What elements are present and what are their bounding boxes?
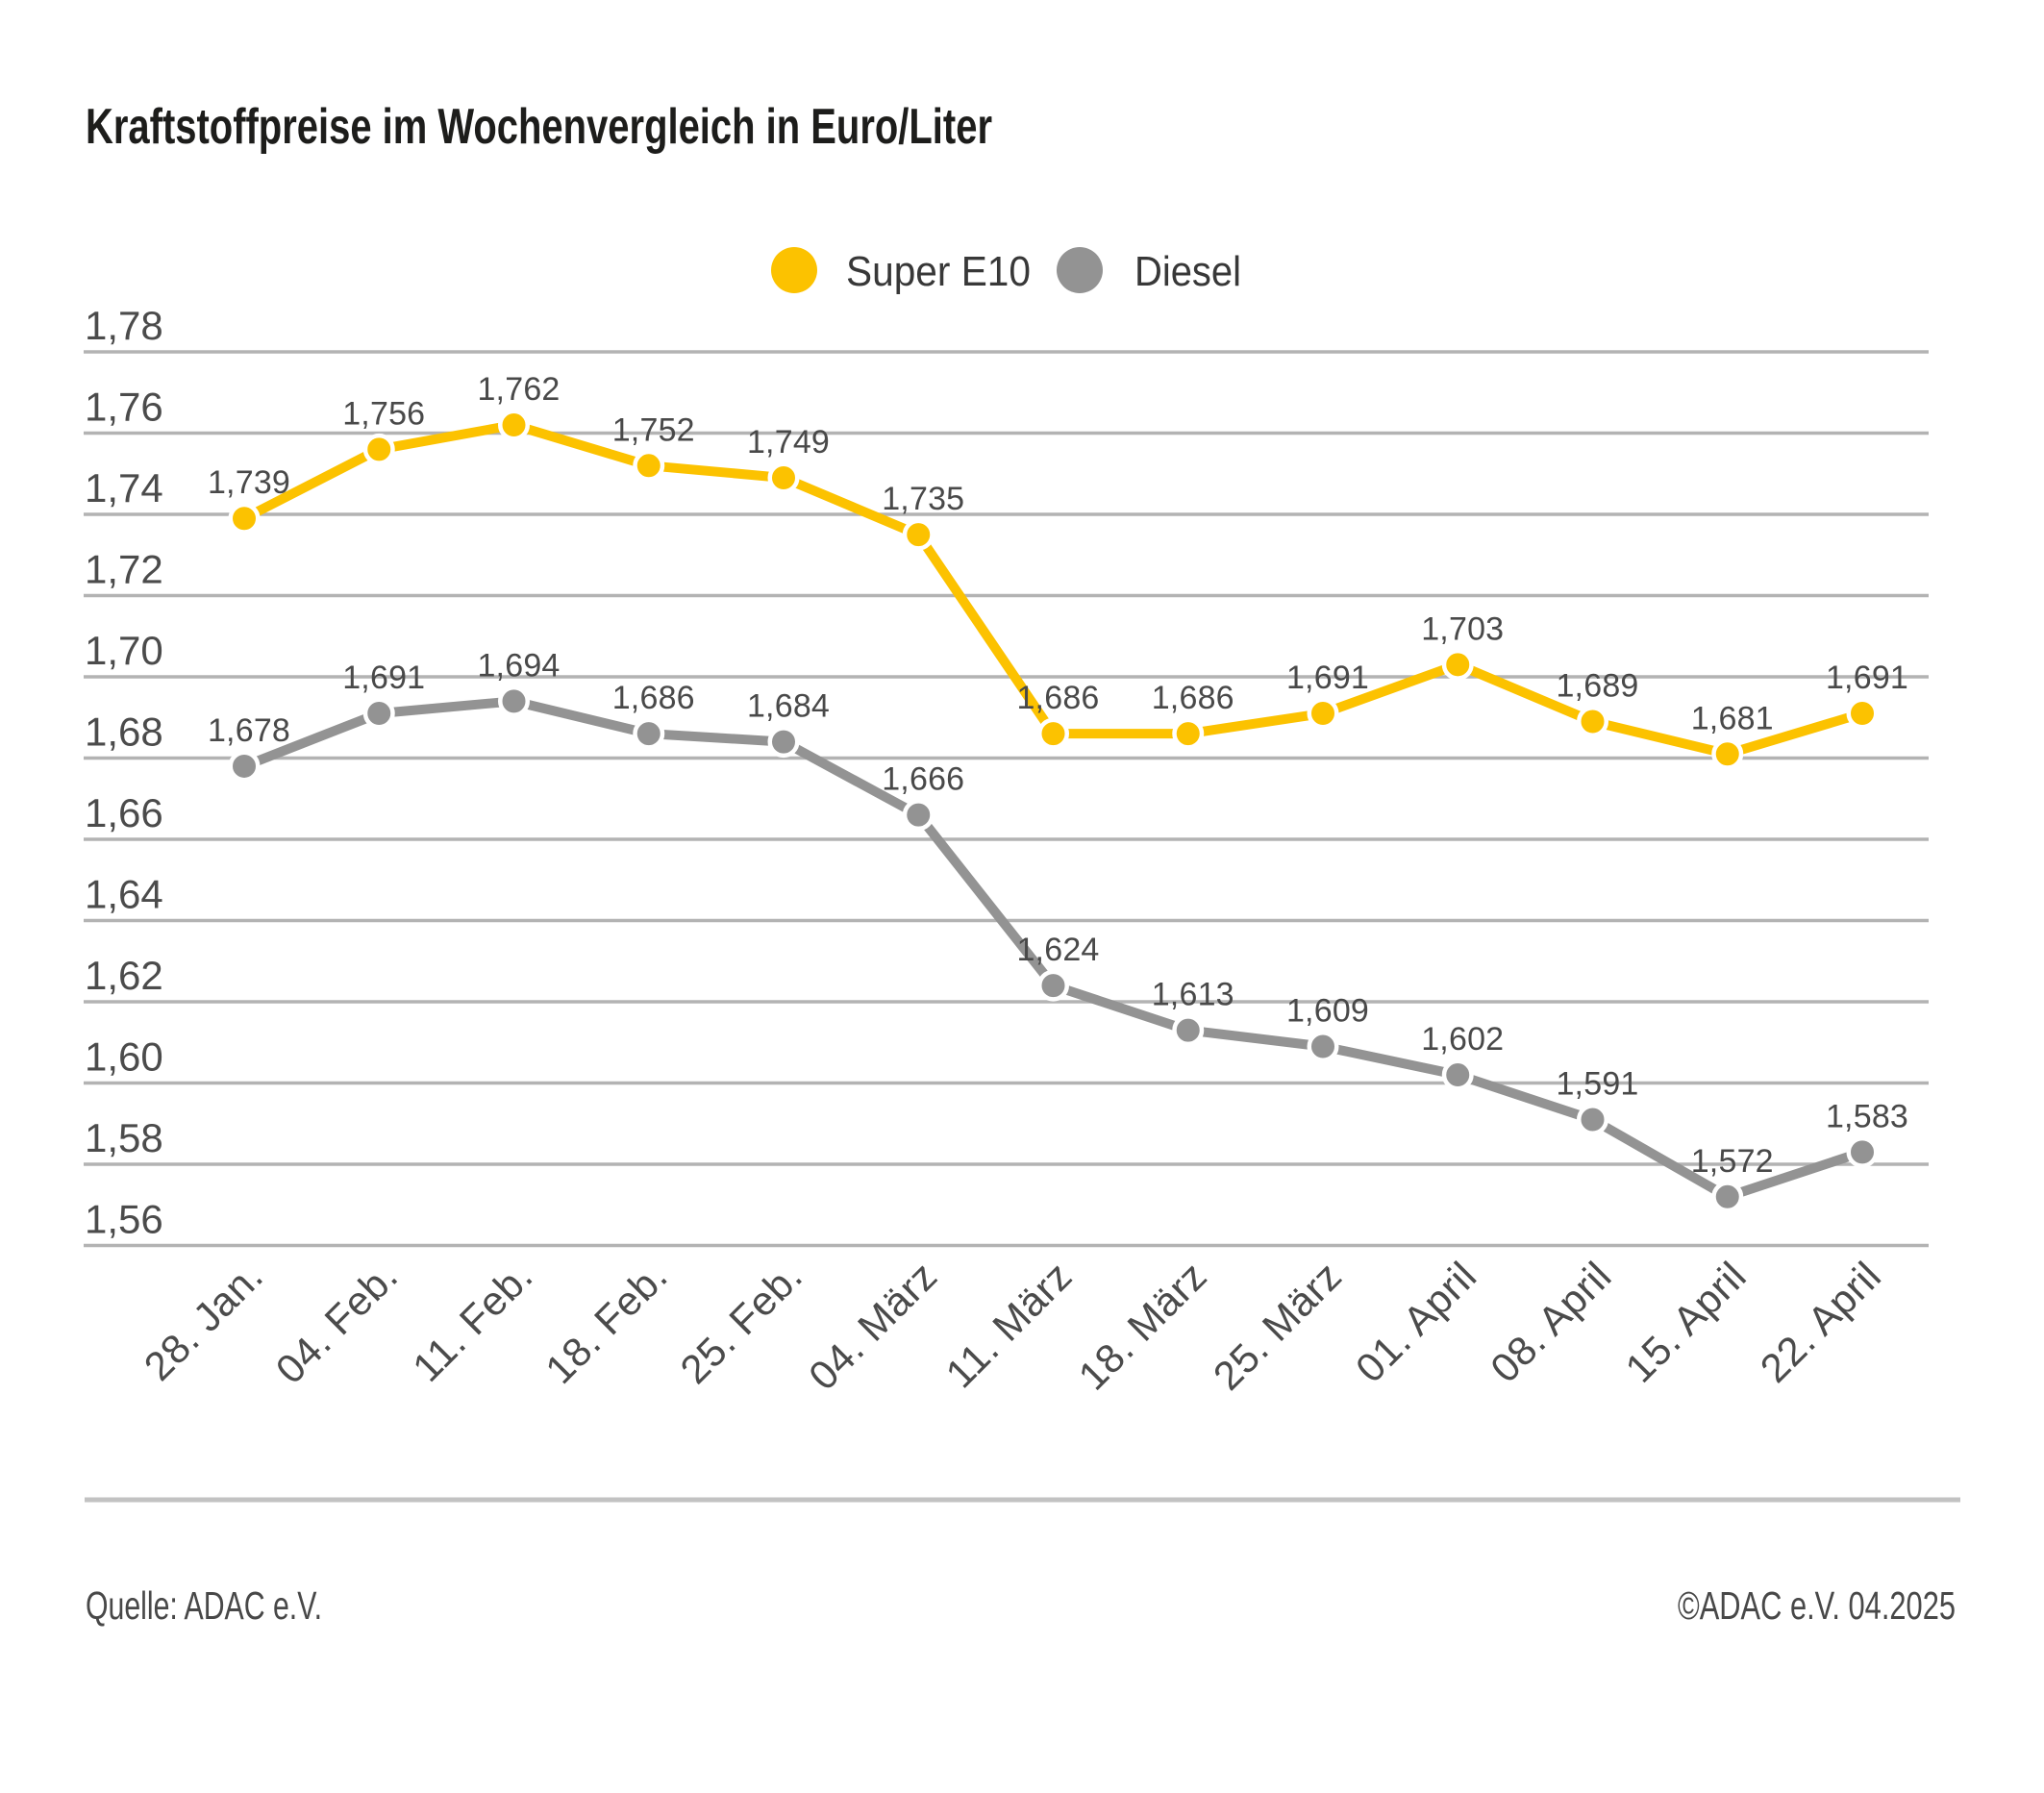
svg-text:1,76: 1,76 <box>85 385 163 430</box>
svg-text:1,686: 1,686 <box>612 680 695 716</box>
svg-text:1,691: 1,691 <box>342 660 425 696</box>
svg-text:1,591: 1,591 <box>1556 1066 1638 1103</box>
svg-text:1,62: 1,62 <box>85 953 163 998</box>
svg-text:Kraftstoffpreise im Wochenverg: Kraftstoffpreise im Wochenvergleich in E… <box>86 99 992 155</box>
svg-text:1,78: 1,78 <box>85 303 163 348</box>
svg-text:1,666: 1,666 <box>882 761 964 798</box>
svg-text:1,66: 1,66 <box>85 790 163 835</box>
svg-text:1,624: 1,624 <box>1016 932 1099 968</box>
svg-text:1,583: 1,583 <box>1826 1098 1908 1134</box>
svg-text:Super E10: Super E10 <box>846 248 1031 295</box>
svg-text:Diesel: Diesel <box>1134 248 1241 295</box>
svg-text:1,691: 1,691 <box>1286 660 1369 696</box>
svg-text:1,602: 1,602 <box>1421 1021 1504 1058</box>
svg-text:1,762: 1,762 <box>477 371 560 408</box>
svg-text:1,64: 1,64 <box>85 872 163 917</box>
svg-text:1,691: 1,691 <box>1826 660 1908 696</box>
svg-text:1,74: 1,74 <box>85 465 163 511</box>
svg-text:©ADAC e.V. 04.2025: ©ADAC e.V. 04.2025 <box>1678 1583 1956 1628</box>
svg-text:1,681: 1,681 <box>1691 700 1774 736</box>
svg-text:1,756: 1,756 <box>342 395 425 432</box>
svg-text:1,68: 1,68 <box>85 710 163 755</box>
svg-text:1,686: 1,686 <box>1016 680 1099 716</box>
svg-text:1,689: 1,689 <box>1556 667 1638 704</box>
svg-text:1,684: 1,684 <box>747 688 830 725</box>
svg-text:1,58: 1,58 <box>85 1115 163 1160</box>
svg-text:1,694: 1,694 <box>477 647 560 684</box>
svg-text:1,70: 1,70 <box>85 628 163 673</box>
svg-text:Quelle: ADAC e.V.: Quelle: ADAC e.V. <box>86 1583 322 1628</box>
svg-text:1,609: 1,609 <box>1286 992 1369 1029</box>
svg-text:1,60: 1,60 <box>85 1034 163 1080</box>
svg-text:1,678: 1,678 <box>208 712 290 749</box>
svg-text:1,752: 1,752 <box>612 411 695 448</box>
svg-text:1,572: 1,572 <box>1691 1143 1774 1180</box>
svg-text:1,686: 1,686 <box>1152 680 1234 716</box>
svg-text:1,735: 1,735 <box>882 481 964 517</box>
svg-text:1,703: 1,703 <box>1421 610 1504 647</box>
svg-text:1,613: 1,613 <box>1152 977 1234 1013</box>
svg-text:1,739: 1,739 <box>208 464 290 501</box>
svg-text:1,72: 1,72 <box>85 547 163 592</box>
svg-text:1,56: 1,56 <box>85 1197 163 1242</box>
svg-text:1,749: 1,749 <box>747 424 830 461</box>
